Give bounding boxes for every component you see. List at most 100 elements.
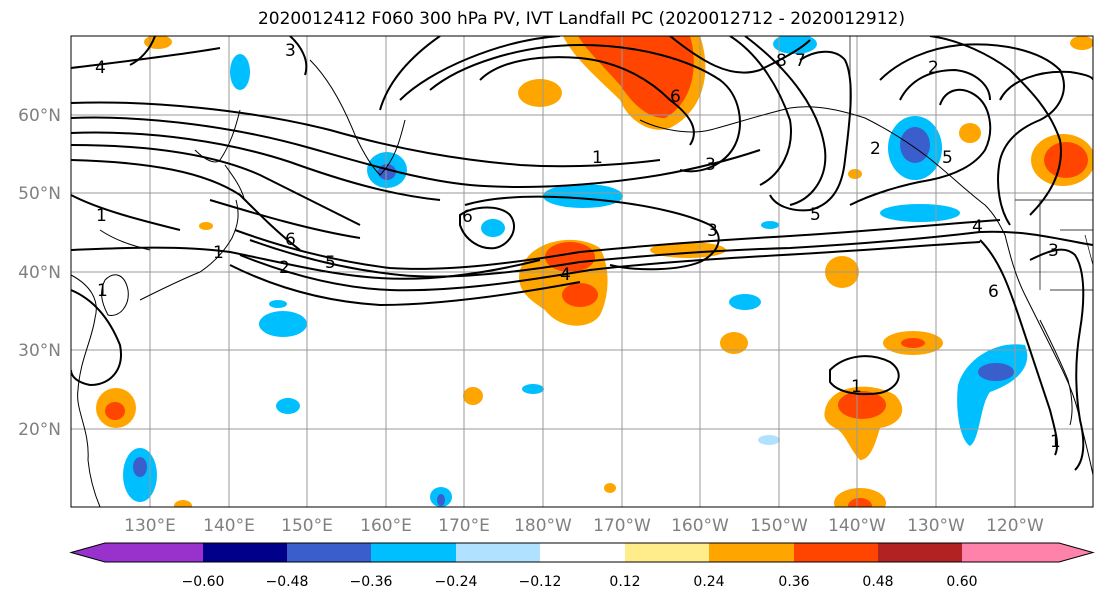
colorbar (69, 542, 1095, 563)
lon-label: 170°E (438, 516, 490, 536)
contour-label: 1 (1050, 432, 1061, 452)
lat-label: 60°N (18, 106, 61, 126)
colorbar-segment (625, 543, 709, 562)
neg-blob (133, 457, 147, 477)
neg-blob (522, 384, 544, 394)
neg-blob (276, 398, 300, 414)
lon-label: 130°W (907, 516, 965, 536)
pv-contour (129, 36, 308, 76)
colorbar-tick-label: 0.12 (609, 574, 640, 590)
contour-label: 6 (462, 207, 473, 227)
contour-label: 6 (988, 282, 999, 302)
pv-contour (71, 116, 761, 188)
pv-contour (769, 50, 852, 212)
contour-label: 2 (279, 258, 290, 278)
neg-blob (543, 184, 623, 208)
lon-label: 140°W (828, 516, 886, 536)
pos-blob (1044, 142, 1088, 178)
pv-contours (71, 36, 1093, 471)
coastlines (71, 36, 1093, 507)
colorbar-tick-label: 0.24 (693, 574, 724, 590)
contour-label: 1 (97, 281, 108, 301)
negative-anomaly-fields (123, 36, 1028, 507)
neg-blob (880, 204, 960, 222)
pv-contour (71, 194, 181, 231)
neg-blob (230, 54, 250, 90)
contour-label: 7 (795, 51, 806, 71)
pv-contour (459, 206, 515, 250)
pos-blob (720, 332, 748, 354)
neg-blob (437, 494, 445, 506)
pv-contour (879, 43, 1065, 226)
pv-contour (71, 289, 122, 387)
contour-label: 3 (285, 41, 296, 61)
pos-blob (105, 402, 125, 420)
contour-label: 1 (851, 377, 862, 397)
lon-label: 180°W (514, 516, 572, 536)
lon-label: 160°W (671, 516, 729, 536)
pv-contour (71, 47, 221, 69)
pv-contour (669, 36, 811, 74)
canada-border (1015, 199, 1093, 291)
pv-contour (71, 131, 441, 201)
colorbar-segment (371, 543, 456, 562)
contour-label: 5 (810, 205, 821, 225)
neg-blob (269, 300, 287, 308)
figure-title: 2020012412 F060 300 hPa PV, IVT Landfall… (257, 9, 905, 29)
lon-label: 120°W (986, 516, 1044, 536)
colorbar-segment (794, 543, 878, 562)
pv-contour (829, 355, 900, 396)
alaska-coastline (639, 106, 1006, 236)
lon-label: 170°W (593, 516, 651, 536)
colorbar-segment (456, 543, 540, 562)
map-gridlines (71, 36, 1093, 507)
contour-label: 4 (972, 217, 983, 237)
pos-blob (174, 500, 192, 507)
colorbar-segment (203, 543, 287, 562)
pos-blob (848, 498, 872, 507)
colorbar-tick-label: 0.48 (862, 574, 893, 590)
map-frame (70, 35, 1094, 508)
colorbar-tick-label: 0.36 (778, 574, 809, 590)
lon-label: 150°E (281, 516, 333, 536)
korea-coastline (101, 274, 129, 316)
kamchatka-coastline (309, 59, 406, 176)
colorbar-segment (709, 543, 794, 562)
pv-contour (229, 264, 581, 307)
pos-blob (959, 123, 981, 143)
lon-label: 160°E (360, 516, 412, 536)
contour-label: 3 (1048, 241, 1059, 261)
contour-label: 3 (707, 221, 718, 241)
lat-label: 40°N (18, 263, 61, 283)
pv-contour (71, 144, 361, 226)
pos-blob (901, 338, 925, 348)
pos-blob (848, 169, 862, 179)
pv-contour (929, 36, 1062, 216)
colorbar-extend-max (1059, 543, 1093, 562)
neg-blob (761, 221, 779, 229)
japan-coastline (139, 164, 245, 301)
latitude-labels: 60°N 50°N 40°N 30°N 20°N (18, 106, 61, 440)
contour-label: 5 (942, 148, 953, 168)
lon-label: 140°E (203, 516, 255, 536)
colorbar-segment (105, 543, 203, 562)
baja-coastline (1039, 319, 1073, 426)
pv-contour (379, 36, 827, 206)
pv-contour (71, 159, 301, 251)
colorbar-tick-label: −0.24 (435, 574, 478, 590)
lat-label: 50°N (18, 184, 61, 204)
colorbar-outline (69, 542, 1095, 563)
pv-contour (899, 68, 991, 101)
contour-labels: 4 3 1 1 6 2 5 1 4 1 5 3 8 7 2 2 6 6 3 5 … (95, 41, 1061, 452)
lon-label: 130°E (124, 516, 176, 536)
contour-label: 1 (213, 243, 224, 263)
pos-blob (545, 242, 595, 272)
colorbar-tick-label: −0.60 (182, 574, 225, 590)
pos-blob (144, 36, 172, 49)
neg-blob (259, 311, 307, 337)
pv-contour (71, 246, 541, 280)
pv-contour (999, 70, 1093, 101)
pos-blob (604, 483, 616, 493)
contour-label: 5 (325, 253, 336, 273)
